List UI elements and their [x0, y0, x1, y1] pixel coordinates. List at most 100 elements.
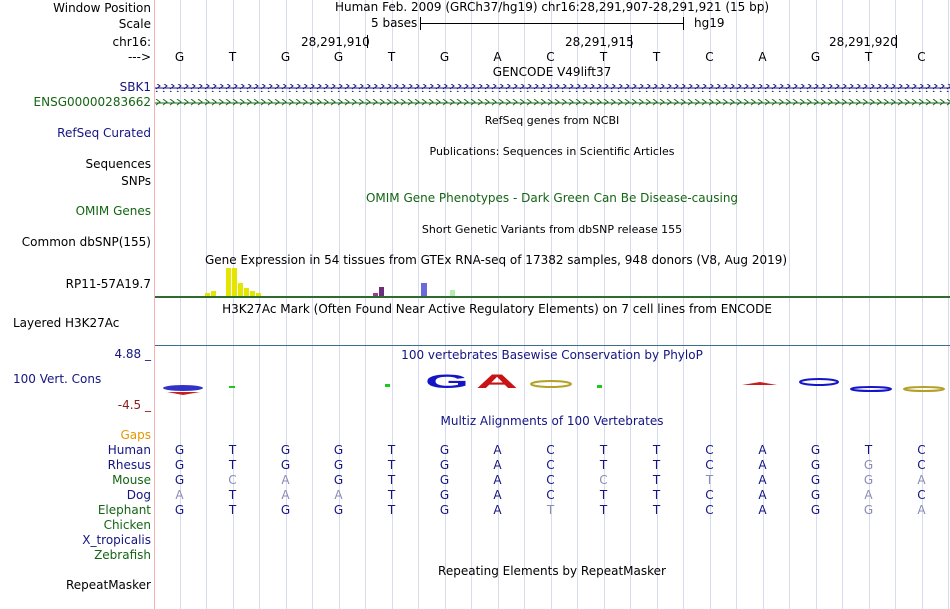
phylop-conservation-graph[interactable]: G A	[155, 368, 950, 398]
alignment-base: G	[439, 473, 450, 487]
alignment-base: T	[228, 458, 237, 472]
h3k27ac-baseline	[155, 345, 950, 346]
alignment-base: T	[387, 488, 396, 502]
gridline	[497, 0, 499, 609]
gridline	[921, 0, 923, 609]
alignment-base: A	[281, 488, 290, 502]
gridline	[577, 0, 578, 609]
conservation-min-label: -4.5 _	[117, 398, 151, 412]
browser-track-image[interactable]: Human Feb. 2009 (GRCh37/hg19) chr16:28,2…	[155, 0, 950, 609]
gridline	[895, 0, 896, 609]
reference-base: A	[758, 50, 767, 64]
alignment-base: G	[810, 473, 821, 487]
alignment-base: G	[174, 503, 185, 517]
omim-track-label[interactable]: OMIM Genes	[75, 204, 151, 218]
alignment-base: G	[280, 443, 291, 457]
alignment-base: T	[387, 458, 396, 472]
sequences-track-label[interactable]: Sequences	[85, 157, 151, 171]
reference-base: G	[280, 50, 291, 64]
alignment-base: G	[810, 503, 821, 517]
dbsnp-track-label[interactable]: Common dbSNP(155)	[21, 235, 151, 249]
gencode-gene-models[interactable]	[155, 82, 950, 110]
alignment-base: T	[228, 488, 237, 502]
reference-base: T	[599, 50, 608, 64]
alignment-base: A	[493, 503, 502, 517]
species-label[interactable]: Zebrafish	[94, 548, 151, 562]
gtex-tissue-bar[interactable]	[232, 268, 237, 297]
reference-base: T	[864, 50, 873, 64]
gtex-tissue-bar[interactable]	[211, 291, 216, 297]
alignment-base: C	[917, 443, 926, 457]
alignment-base: A	[758, 443, 767, 457]
sbk1-track-label[interactable]: SBK1	[119, 80, 151, 94]
alignment-base: C	[917, 458, 926, 472]
gtex-tissue-bar[interactable]	[421, 283, 427, 297]
alignment-base: T	[228, 443, 237, 457]
alignment-base: A	[334, 488, 343, 502]
sbk1-transcript[interactable]	[155, 84, 950, 92]
species-label[interactable]: Chicken	[103, 518, 151, 532]
scale-bases-text: 5 bases	[371, 16, 418, 30]
ensg-track-label[interactable]: ENSG00000283662	[33, 95, 151, 109]
gtex-tissue-bar[interactable]	[205, 293, 210, 297]
repeatmasker-track-label[interactable]: RepeatMasker	[65, 578, 151, 592]
coordinate-tick-2: 28,291,915	[565, 35, 634, 49]
alignment-base: G	[863, 503, 874, 517]
gtex-track-title: Gene Expression in 54 tissues from GTEx …	[204, 253, 788, 267]
species-label[interactable]: X_tropicalis	[82, 533, 151, 547]
reference-base: C	[705, 50, 714, 64]
gtex-tissue-bar[interactable]	[238, 283, 243, 297]
alignment-base: T	[546, 503, 555, 517]
reference-base: G	[333, 50, 344, 64]
snps-track-label[interactable]: SNPs	[121, 174, 151, 188]
gridline	[630, 0, 631, 609]
conservation-track-label[interactable]: 100 Vert. Cons	[13, 372, 102, 386]
alignment-base: G	[174, 473, 185, 487]
alignment-base: C	[228, 473, 237, 487]
h3k27ac-track-label[interactable]: Layered H3K27Ac	[13, 316, 120, 330]
alignment-base: G	[174, 443, 185, 457]
species-label[interactable]: Elephant	[97, 503, 151, 517]
alignment-base: C	[546, 488, 555, 502]
alignment-base: A	[493, 473, 502, 487]
gtex-tissue-bar[interactable]	[256, 293, 261, 297]
alignment-base: G	[863, 473, 874, 487]
species-label[interactable]: Mouse	[112, 473, 151, 487]
alignment-base: C	[917, 488, 926, 502]
gtex-gene-label[interactable]: RP11-57A19.7	[65, 277, 151, 291]
gtex-tissue-bar[interactable]	[226, 268, 231, 297]
species-label[interactable]: Rhesus	[107, 458, 151, 472]
svg-text:G: G	[425, 372, 469, 393]
alignment-base: G	[439, 503, 450, 517]
reference-base: C	[917, 50, 926, 64]
alignment-base: G	[333, 473, 344, 487]
gridline	[391, 0, 393, 609]
ensg-transcript[interactable]	[155, 99, 950, 107]
alignment-base: C	[546, 473, 555, 487]
gridline	[418, 0, 419, 609]
gtex-tissue-bar[interactable]	[450, 290, 455, 297]
gridline	[656, 0, 658, 609]
alignment-base: A	[758, 458, 767, 472]
gtex-expression-bars[interactable]	[155, 264, 950, 297]
gridline	[285, 0, 287, 609]
gtex-tissue-bar[interactable]	[250, 291, 255, 297]
alignment-base: A	[175, 488, 184, 502]
reference-base: C	[546, 50, 555, 64]
alignment-base: G	[280, 503, 291, 517]
alignment-base: G	[333, 503, 344, 517]
gtex-tissue-bar[interactable]	[244, 288, 249, 297]
species-label[interactable]: Dog	[126, 488, 151, 502]
alignment-base: A	[493, 458, 502, 472]
gtex-tissue-bar[interactable]	[379, 287, 384, 297]
gridline	[338, 0, 340, 609]
species-label[interactable]: Human	[107, 443, 151, 457]
omim-track-title: OMIM Gene Phenotypes - Dark Green Can Be…	[365, 191, 739, 205]
alignment-base: C	[705, 443, 714, 457]
gtex-tissue-bar[interactable]	[373, 293, 378, 297]
alignment-base: T	[387, 473, 396, 487]
alignment-base: C	[705, 503, 714, 517]
phylop-track-title: 100 vertebrates Basewise Conservation by…	[401, 348, 703, 362]
alignment-base: A	[758, 503, 767, 517]
refseq-track-label[interactable]: RefSeq Curated	[57, 126, 151, 140]
